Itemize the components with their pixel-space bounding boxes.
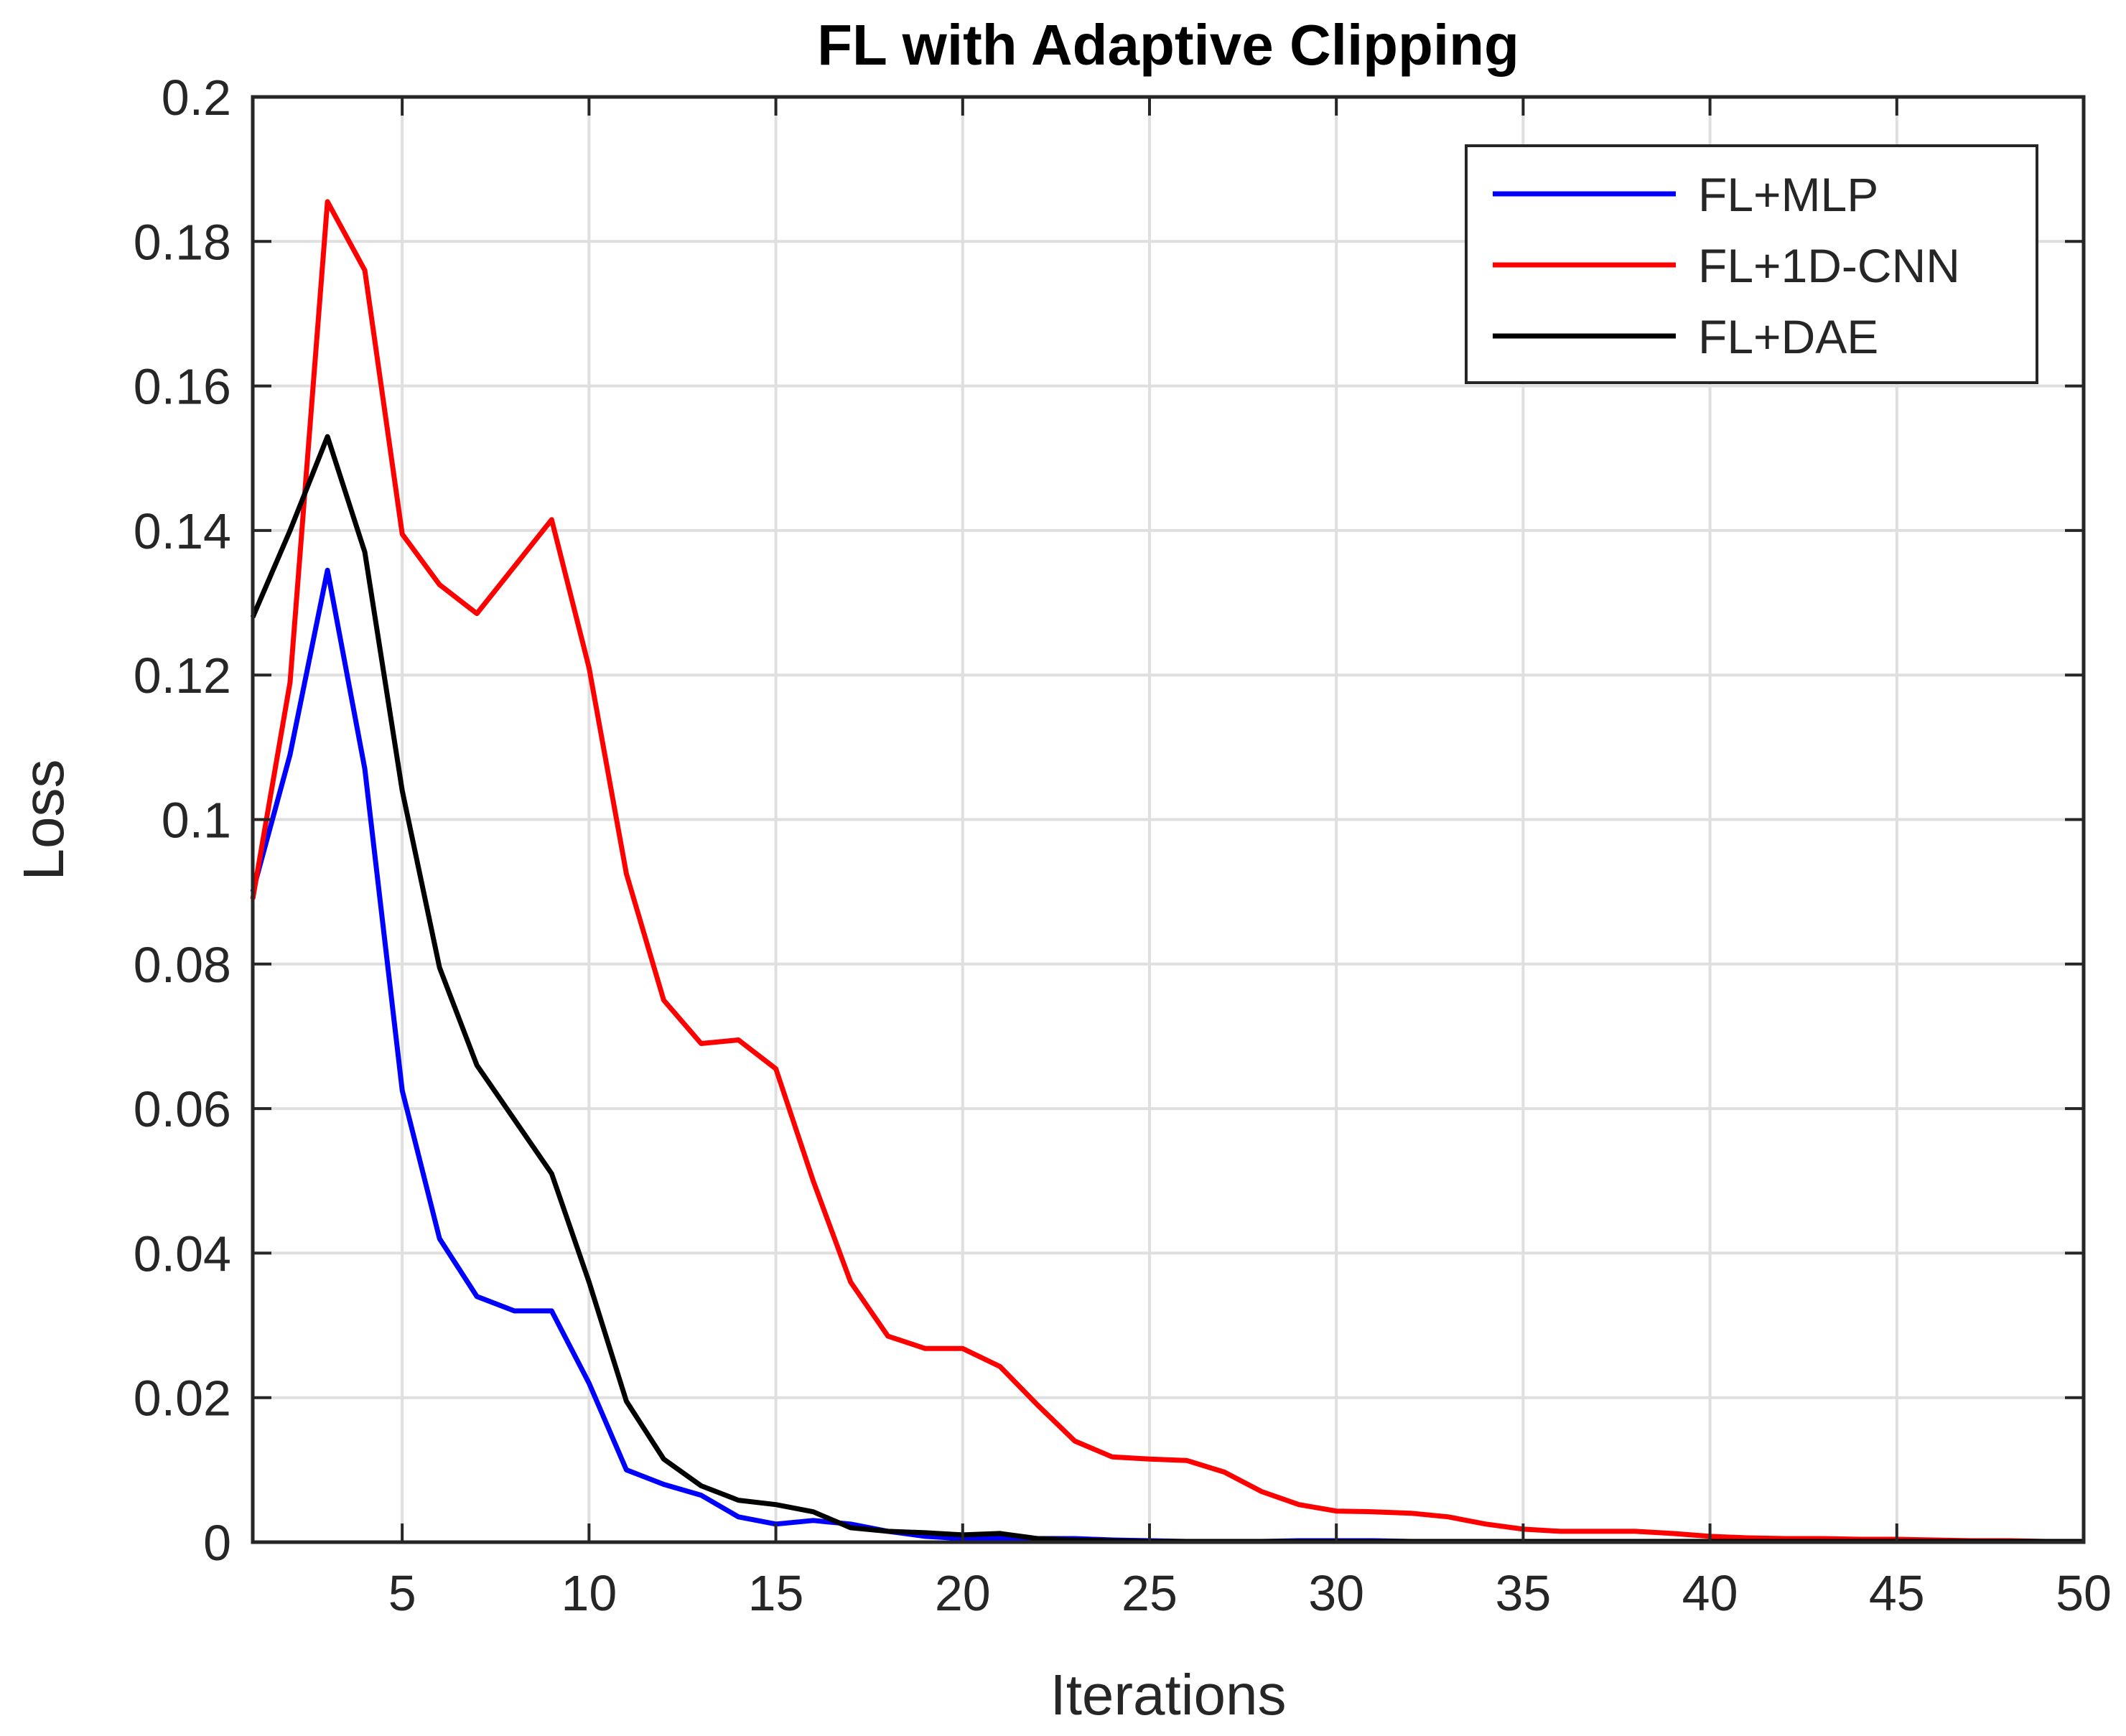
x-tick-labels: 5 10 15 20 25 30 35 40 45 50 [388,1565,2112,1621]
legend-label-fl-1d-cnn: FL+1D-CNN [1698,239,1960,292]
x-tick-label: 45 [1869,1565,1925,1621]
y-tick-label: 0.02 [134,1371,231,1427]
y-tick-label: 0.2 [162,70,231,126]
x-tick-label: 35 [1495,1565,1551,1621]
y-tick-label: 0.06 [134,1081,231,1137]
y-tick-label: 0.12 [134,648,231,704]
x-tick-label: 25 [1122,1565,1178,1621]
y-tick-label: 0.04 [134,1226,231,1282]
y-tick-label: 0.18 [134,214,231,270]
y-tick-label: 0.16 [134,359,231,415]
x-tick-label: 5 [388,1565,416,1621]
x-tick-label: 20 [935,1565,991,1621]
x-tick-label: 15 [748,1565,804,1621]
axis-ticks [253,95,2085,1544]
y-axis-label: Loss [11,760,75,881]
x-tick-label: 40 [1682,1565,1738,1621]
legend: FL+MLP FL+1D-CNN FL+DAE [1465,144,2038,384]
y-tick-label: 0.14 [134,503,231,559]
legend-label-fl-dae: FL+DAE [1698,310,1878,363]
y-tick-label: 0 [203,1515,231,1571]
y-tick-label: 0.1 [162,793,231,849]
legend-label-fl-mlp: FL+MLP [1698,168,1878,221]
x-tick-label: 50 [2056,1565,2112,1621]
series-line-fl-1d-cnn [250,199,2084,1544]
x-axis-label: Iterations [1050,1663,1286,1727]
x-tick-label: 30 [1308,1565,1364,1621]
chart-title: FL with Adaptive Clipping [817,13,1519,77]
y-tick-labels: 0 0.02 0.04 0.06 0.08 0.1 0.12 0.14 0.16 0.18 0.2 [134,70,231,1571]
x-tick-label: 10 [561,1565,617,1621]
y-tick-label: 0.08 [134,937,231,993]
